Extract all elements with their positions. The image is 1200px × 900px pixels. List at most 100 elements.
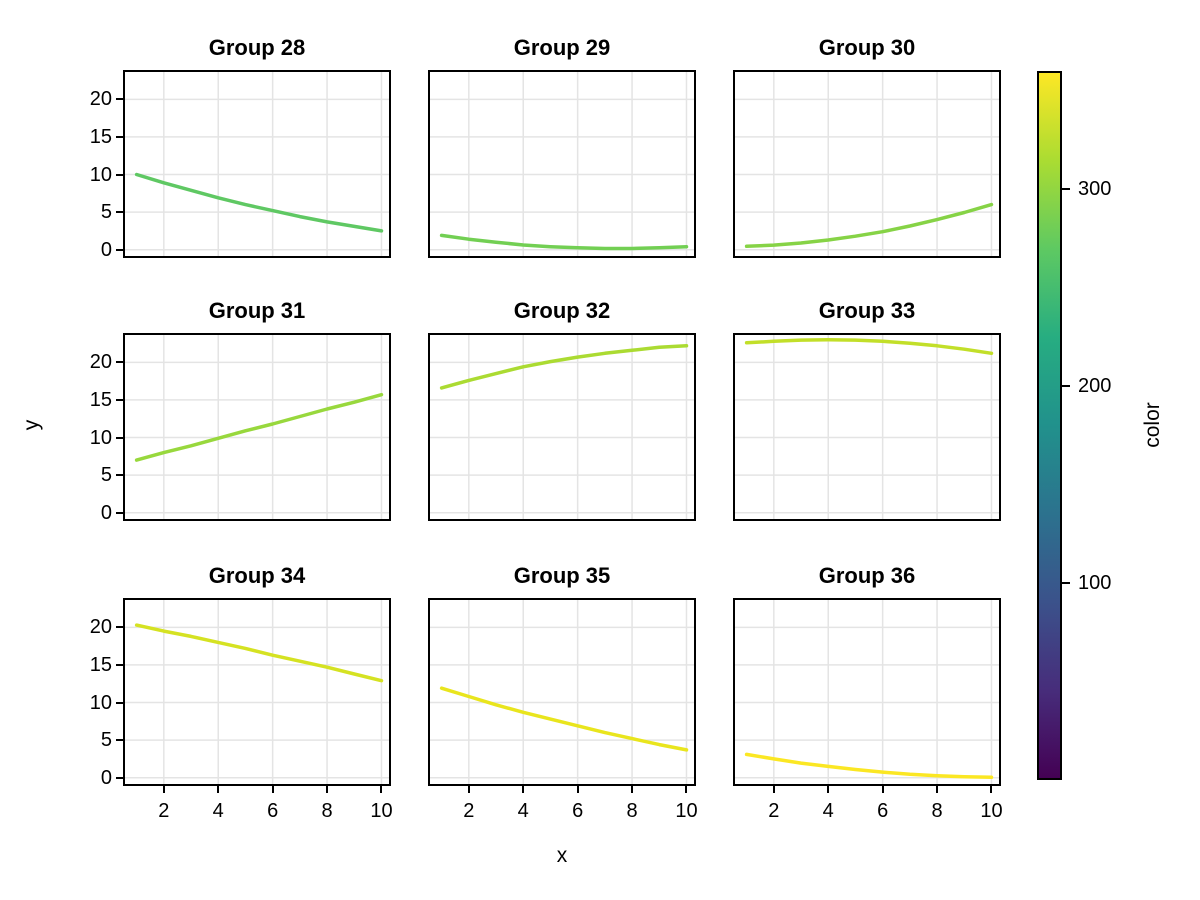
data-line — [134, 623, 384, 683]
facet-title: Group 36 — [818, 563, 916, 588]
y-tick-label: 5 — [100, 729, 112, 752]
facet-title: Group 30 — [818, 35, 916, 60]
axis-spine — [733, 70, 1001, 258]
y-tick-mark — [116, 398, 123, 401]
x-tick-mark — [271, 786, 274, 793]
data-line — [134, 392, 384, 462]
facet-panel — [733, 70, 1001, 258]
facet-title: Group 31 — [208, 298, 306, 323]
data-line — [439, 686, 689, 752]
data-line — [744, 202, 994, 249]
x-tick-mark — [990, 786, 993, 793]
axis-spine — [733, 598, 1001, 786]
y-tick-label: 10 — [89, 163, 112, 186]
axis-spine — [123, 70, 391, 258]
y-tick-mark — [116, 211, 123, 214]
y-tick-mark — [116, 701, 123, 704]
y-tick-mark — [116, 436, 123, 439]
axis-spine — [123, 333, 391, 521]
y-tick-mark — [116, 474, 123, 477]
y-tick-label: 5 — [100, 201, 112, 224]
y-tick-mark — [116, 173, 123, 176]
data-line — [744, 338, 994, 356]
colorbar-tick-mark — [1062, 188, 1070, 191]
x-tick-mark — [326, 786, 329, 793]
facet-panel — [733, 333, 1001, 521]
facet-panel — [123, 598, 391, 786]
x-axis-label: x — [556, 844, 568, 867]
colorbar-tick-label: 300 — [1078, 178, 1112, 201]
y-tick-mark — [116, 776, 123, 779]
facet-plot — [123, 333, 391, 521]
x-tick-label: 6 — [267, 800, 279, 822]
data-line — [744, 752, 994, 780]
x-tick-mark — [827, 786, 830, 793]
facet-plot — [733, 333, 1001, 521]
data-line — [134, 172, 384, 233]
x-tick-label: 10 — [675, 800, 698, 822]
y-tick-label: 20 — [89, 351, 112, 374]
x-tick-mark — [162, 786, 165, 793]
facet-panel — [733, 598, 1001, 786]
facet-plot — [428, 598, 696, 786]
x-tick-mark — [772, 786, 775, 793]
facet-panel — [428, 333, 696, 521]
axis-spine — [428, 333, 696, 521]
y-tick-label: 15 — [89, 653, 112, 676]
x-tick-mark — [631, 786, 634, 793]
y-tick-label: 0 — [100, 766, 112, 789]
facet-title: Group 33 — [818, 298, 916, 323]
x-tick-mark — [685, 786, 688, 793]
facet-plot — [428, 70, 696, 258]
x-tick-label: 6 — [572, 800, 584, 822]
facet-panel — [123, 333, 391, 521]
axis-spine — [733, 333, 1001, 521]
y-tick-mark — [116, 98, 123, 101]
y-axis-label: y — [20, 419, 43, 431]
facet-plot — [123, 70, 391, 258]
x-tick-mark — [217, 786, 220, 793]
facet-title: Group 28 — [208, 35, 306, 60]
facet-panel — [428, 598, 696, 786]
x-tick-label: 6 — [877, 800, 889, 822]
x-tick-mark — [522, 786, 525, 793]
data-line — [439, 344, 689, 390]
x-tick-label: 4 — [517, 800, 529, 822]
colorbar-tick-label: 200 — [1078, 375, 1112, 398]
x-tick-label: 2 — [158, 800, 170, 822]
facet-title: Group 29 — [513, 35, 611, 60]
y-tick-mark — [116, 248, 123, 251]
y-tick-mark — [116, 135, 123, 138]
x-tick-mark — [467, 786, 470, 793]
data-line — [439, 233, 689, 251]
facet-plot — [123, 598, 391, 786]
axis-spine — [428, 598, 696, 786]
x-tick-mark — [380, 786, 383, 793]
y-tick-mark — [116, 626, 123, 629]
colorbar-axis-label: color — [1141, 402, 1164, 448]
x-tick-label: 10 — [980, 800, 1003, 822]
facet-plot — [733, 598, 1001, 786]
x-tick-label: 2 — [768, 800, 780, 822]
y-tick-label: 5 — [100, 464, 112, 487]
facet-panel — [123, 70, 391, 258]
x-tick-label: 8 — [321, 800, 333, 822]
axis-spine — [123, 598, 391, 786]
facet-plot — [428, 333, 696, 521]
x-tick-label: 8 — [626, 800, 638, 822]
x-tick-mark — [576, 786, 579, 793]
facet-title: Group 32 — [513, 298, 611, 323]
y-tick-mark — [116, 739, 123, 742]
y-tick-label: 15 — [89, 125, 112, 148]
y-tick-label: 0 — [100, 238, 112, 261]
x-tick-label: 8 — [931, 800, 943, 822]
facet-title: Group 35 — [513, 563, 611, 588]
colorbar-tick-mark — [1062, 385, 1070, 388]
x-tick-label: 2 — [463, 800, 475, 822]
y-tick-label: 0 — [100, 501, 112, 524]
y-tick-mark — [116, 511, 123, 514]
facet-panel — [428, 70, 696, 258]
facet-title: Group 34 — [208, 563, 306, 588]
y-tick-label: 20 — [89, 88, 112, 111]
